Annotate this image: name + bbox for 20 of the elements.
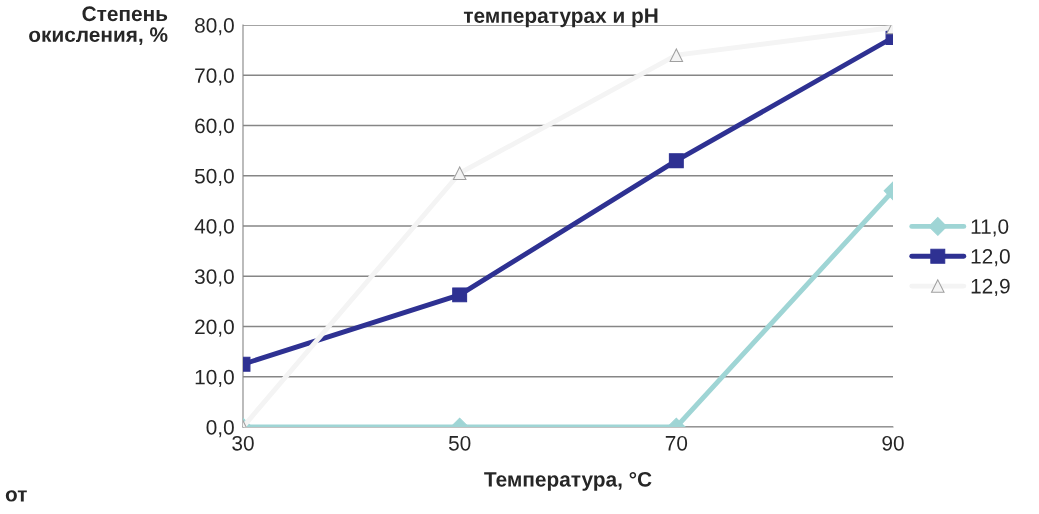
legend-label: 11,0 — [971, 219, 1009, 237]
y-tick-label: 80,0 — [195, 18, 234, 36]
y-tick-label: 40,0 — [194, 219, 234, 237]
y-tick-label: 0,0 — [206, 420, 234, 438]
y-tick-label: 50,0 — [194, 168, 234, 186]
legend-label: 12,9 — [971, 278, 1010, 297]
y-tick-label: 10,0 — [195, 369, 234, 387]
text: от — [5, 490, 27, 502]
x-tick-label: 50 — [448, 435, 471, 451]
y-axis-title: Степень окисления, % — [29, 6, 168, 46]
legend-label: 12,0 — [971, 249, 1010, 267]
y-tick-label: 60,0 — [195, 118, 234, 136]
x-axis-title: Температура, °C — [484, 471, 652, 491]
y-tick-label: 20,0 — [195, 319, 234, 337]
x-tick-label: 90 — [882, 435, 904, 451]
y-tick-label: 30,0 — [194, 269, 234, 287]
x-tick-label: 70 — [665, 435, 688, 451]
y-tick-label: 70,0 — [195, 68, 234, 86]
x-tick-label: 30 — [232, 435, 254, 451]
chart-title: температурах и pH — [463, 8, 658, 28]
